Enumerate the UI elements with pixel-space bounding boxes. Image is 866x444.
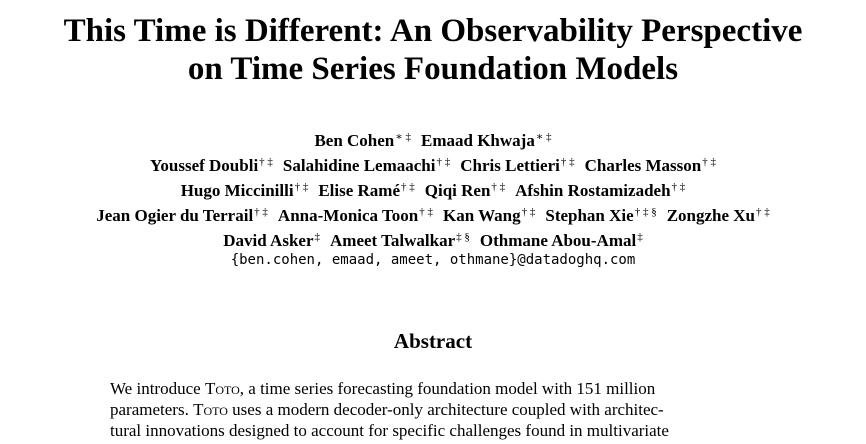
affiliation-marks: † ‡ (521, 206, 536, 218)
affiliation-marks: ∗ ‡ (535, 131, 552, 143)
author-name: Afshin Rostamizadeh (515, 181, 671, 200)
title-line-1: This Time is Different: An Observability… (63, 13, 803, 49)
affiliation-marks: † ‡ (436, 156, 451, 168)
abstract-line-3: tural innovations designed to account fo… (110, 421, 669, 440)
abstract-line-2: parameters. Toto uses a modern decoder-o… (110, 399, 758, 420)
author: Qiqi Ren† ‡ (425, 178, 505, 203)
author-name: Ben Cohen (314, 131, 395, 150)
affiliation-marks: † ‡ (702, 156, 716, 168)
author-row: Youssef Doubli† ‡ Salahidine Lemaachi† ‡ C… (0, 153, 866, 178)
author-name: Salahidine Lemaachi (282, 156, 436, 175)
affiliation-marks: † ‡ (401, 181, 415, 193)
author-name: Charles Masson (584, 156, 702, 175)
author: Ben Cohen∗ ‡ (314, 128, 411, 153)
author-name: Elise Ramé (318, 181, 400, 200)
affiliation-marks: ‡ (637, 231, 643, 243)
author-name: Zongzhe Xu (666, 206, 756, 225)
author: Ameet Talwalkar‡ § (330, 228, 470, 253)
author: Charles Masson† ‡ (585, 153, 716, 178)
abstract-line-1: We introduce Toto, a time series forecas… (110, 378, 758, 399)
affiliation-marks: † ‡ (560, 156, 575, 168)
contact-email: {ben.cohen, emaad, ameet, othmane}@datad… (230, 252, 636, 268)
author: Elise Ramé† ‡ (318, 178, 414, 203)
author: Anna-Monica Toon† ‡ (278, 203, 433, 228)
affiliation-marks: † ‡ (254, 206, 268, 218)
author: Salahidine Lemaachi† ‡ (283, 153, 450, 178)
author: Jean Ogier du Terrail† ‡ (96, 203, 268, 228)
affiliation-marks: † ‡ (294, 181, 309, 193)
affiliation-marks: † ‡ (756, 206, 770, 218)
model-name: Toto (204, 379, 240, 398)
author-name: David Asker (223, 231, 314, 250)
abstract-text: uses a modern decoder-only architecture … (227, 400, 664, 419)
affiliation-marks: † ‡ (491, 181, 506, 193)
author-name: Hugo Miccinilli (180, 181, 294, 200)
author-name: Jean Ogier du Terrail (96, 206, 254, 225)
abstract-text: We introduce (110, 379, 205, 398)
author: Afshin Rostamizadeh† ‡ (515, 178, 685, 203)
title-line-2: on Time Series Foundation Models (187, 51, 679, 87)
model-name: Toto (193, 400, 228, 419)
author-name: Chris Lettieri (460, 156, 560, 175)
abstract-text: parameters. (110, 400, 194, 419)
author: Kan Wang† ‡ (443, 203, 535, 228)
author-name: Kan Wang (442, 206, 521, 225)
author: Othmane Abou-Amal‡ (480, 228, 643, 253)
affiliation-marks: ∗ ‡ (395, 131, 411, 143)
author-name: Othmane Abou-Amal (479, 231, 637, 250)
author: Emaad Khwaja∗ ‡ (421, 128, 552, 153)
author-row: Ben Cohen∗ ‡ Emaad Khwaja∗ ‡ (0, 128, 866, 153)
author-row: Jean Ogier du Terrail† ‡ Anna-Monica Toon… (0, 203, 866, 228)
author: Hugo Miccinilli† ‡ (181, 178, 309, 203)
author-name: Stephan Xie (545, 206, 634, 225)
author-name: Emaad Khwaja (421, 131, 535, 150)
affiliation-marks: ‡ § (456, 231, 470, 243)
affiliation-marks: † ‡ (671, 181, 686, 193)
author: Stephan Xie† ‡ § (545, 203, 656, 228)
author-row: Hugo Miccinilli† ‡ Elise Ramé† ‡ Qiqi Ren†… (0, 178, 866, 203)
abstract-text: , a time series forecasting foundation m… (239, 379, 656, 398)
author-name: Ameet Talwalkar (330, 231, 456, 250)
paper-title: This Time is Different: An Observability… (0, 12, 866, 88)
author-name: Youssef Doubli (150, 156, 259, 175)
abstract-heading: Abstract (393, 329, 473, 353)
affiliation-marks: ‡ (314, 231, 321, 243)
author: Chris Lettieri† ‡ (460, 153, 574, 178)
affiliation-marks: † ‡ § (634, 206, 657, 218)
author-name: Qiqi Ren (424, 181, 491, 200)
abstract-body: We introduce Toto, a time series forecas… (110, 378, 758, 441)
author: Zongzhe Xu† ‡ (667, 203, 770, 228)
author-row: David Asker‡ Ameet Talwalkar‡ § Othmane Ab… (0, 228, 866, 253)
affiliation-marks: † ‡ (259, 156, 273, 168)
author: David Asker‡ (223, 228, 320, 253)
author-name: Anna-Monica Toon (277, 206, 419, 225)
author-list: Ben Cohen∗ ‡ Emaad Khwaja∗ ‡ Youssef Doubl… (0, 128, 866, 253)
author: Youssef Doubli† ‡ (150, 153, 273, 178)
affiliation-marks: † ‡ (419, 206, 433, 218)
